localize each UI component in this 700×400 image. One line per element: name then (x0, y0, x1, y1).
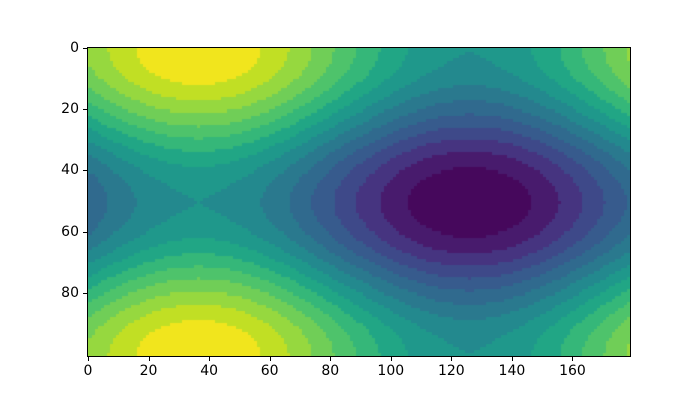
y-tick-mark (83, 170, 87, 172)
x-tick-label: 60 (260, 363, 279, 379)
x-tick-label: 140 (498, 363, 526, 379)
y-tick-label: 40 (61, 162, 79, 179)
x-tick-label: 0 (83, 363, 93, 379)
y-tick-label: 20 (61, 101, 79, 118)
y-tick-mark (83, 48, 87, 49)
x-tick-label: 20 (139, 363, 158, 379)
contour-plot-canvas (88, 48, 630, 356)
x-tick-mark (451, 357, 453, 361)
y-tick-label: 80 (61, 284, 79, 301)
x-tick-mark (330, 357, 332, 361)
y-tick-label: 60 (61, 223, 79, 240)
y-tick-mark (83, 292, 87, 294)
x-tick-mark (209, 357, 211, 361)
x-tick-mark (88, 357, 89, 361)
x-tick-label: 40 (200, 363, 219, 379)
y-tick-label: 0 (70, 40, 79, 56)
x-tick-mark (511, 357, 513, 361)
x-tick-mark (390, 357, 392, 361)
x-tick-label: 100 (377, 363, 405, 379)
plot-area (87, 47, 631, 357)
y-tick-mark (83, 109, 87, 111)
y-tick-mark (83, 231, 87, 233)
x-tick-label: 120 (437, 363, 465, 379)
x-tick-label: 80 (321, 363, 340, 379)
x-tick-mark (269, 357, 271, 361)
x-tick-label: 160 (559, 363, 586, 379)
x-tick-mark (148, 357, 150, 361)
x-tick-mark (572, 357, 574, 361)
